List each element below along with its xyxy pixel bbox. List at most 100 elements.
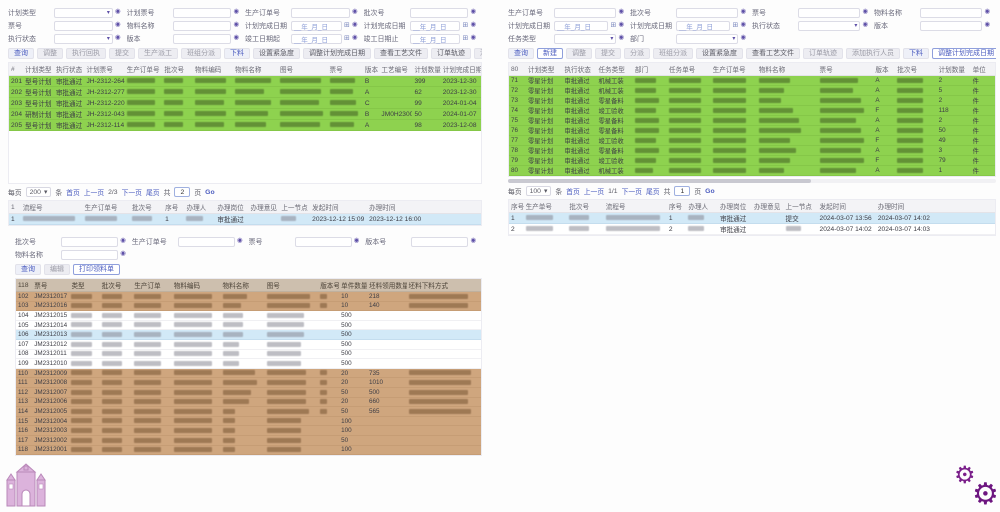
table-row[interactable]: 202 型号计划 审批通过 JH-2312-277 A 62 2023-12-30	[9, 86, 481, 98]
panel-b-tab-调整[interactable]: 调整	[566, 48, 592, 59]
table-row[interactable]: 76 零星计划 审批通过 零星备料 A 50 件	[509, 125, 995, 136]
lookup-icon[interactable]: ◉	[233, 8, 239, 16]
table-row[interactable]: 107 JM2312012 500	[16, 339, 481, 350]
table-row[interactable]: 104 JM2312015 500	[16, 310, 481, 321]
lookup-icon[interactable]: ◉	[351, 8, 358, 16]
chevron-down-icon[interactable]: ▾	[610, 35, 614, 42]
lookup-icon[interactable]: ◉	[470, 237, 476, 245]
lookup-icon[interactable]: ◉	[470, 34, 476, 42]
table-row[interactable]: 118 JM2312001 100	[16, 445, 481, 456]
table-row[interactable]: 106 JM2312013 500	[16, 329, 481, 340]
table-row[interactable]: 111 JM2312008 20 1010	[16, 377, 481, 388]
table-row[interactable]: 80 零星计划 审批通过 机械工装 A 1 件	[509, 165, 995, 176]
计划类型-input[interactable]: ▾	[54, 7, 113, 18]
calendar-icon[interactable]: ⊞	[732, 22, 739, 29]
lookup-icon[interactable]: ◉	[618, 34, 624, 42]
竣工日期起-input[interactable]: __年_月_日	[291, 33, 342, 44]
lookup-icon[interactable]: ◉	[984, 21, 990, 29]
生产订单号-input[interactable]	[291, 7, 350, 18]
panel-c-tab-编辑[interactable]: 编辑	[44, 264, 70, 275]
版本-input[interactable]	[172, 33, 232, 44]
panel-b-next-page-link[interactable]: 下一页	[621, 189, 642, 196]
panel-a-tab-提交[interactable]: 提交	[109, 48, 135, 59]
lookup-icon[interactable]: ◉	[351, 21, 358, 29]
table-row[interactable]: 1 1 审批通过 提交 2024-03-07 13:56 2024-03-07 14:02	[509, 212, 995, 224]
panel-b-last-page-link[interactable]: 尾页	[645, 189, 660, 196]
批次号-input[interactable]	[676, 7, 739, 18]
panel-a-first-page-link[interactable]: 首页	[66, 190, 80, 197]
table-row[interactable]: 73 零星计划 审批通过 零星备料 A 2 件	[509, 95, 995, 106]
lookup-icon[interactable]: ◉	[470, 21, 476, 29]
物料名称-input[interactable]	[61, 249, 119, 260]
per-page-select[interactable]: 100 ▾	[525, 186, 552, 196]
table-row[interactable]: 71 零星计划 审批通过 机械工装 A 2 件	[509, 75, 995, 86]
table-row[interactable]: 113 JM2312006 20 660	[16, 397, 481, 408]
panel-a-tab-查询[interactable]: 查询	[8, 48, 34, 59]
lookup-icon[interactable]: ◉	[233, 21, 239, 29]
table-row[interactable]: 74 零星计划 审批通过 竣工验收 F 118 件	[509, 105, 995, 116]
部门-input[interactable]: ▾	[676, 33, 739, 44]
table-row[interactable]: 115 JM2312004 100	[16, 416, 481, 427]
物料名称-input[interactable]	[172, 20, 232, 31]
table-row[interactable]: 114 JM2312005 50 565	[16, 406, 481, 417]
table-row[interactable]: 102 JM2312017 10 218	[16, 291, 481, 302]
page-number-input[interactable]: 1	[674, 186, 691, 196]
panel-b-prev-page-link[interactable]: 上一页	[583, 189, 605, 196]
table-row[interactable]: 79 零星计划 审批通过 竣工验收 F 79 件	[509, 155, 995, 166]
panel-b-go-button[interactable]: Go	[705, 187, 715, 195]
批次号-input[interactable]	[409, 7, 469, 18]
物料名称-input[interactable]	[920, 7, 983, 18]
panel-b-tab-提交[interactable]: 提交	[595, 48, 621, 59]
table-row[interactable]: 110 JM2312009 20 735	[16, 368, 481, 379]
lookup-icon[interactable]: ◉	[353, 237, 360, 245]
panel-a-go-button[interactable]: Go	[205, 188, 215, 196]
panel-a-tab-执行回执[interactable]: 执行回执	[66, 48, 106, 59]
chevron-down-icon[interactable]: ▾	[106, 9, 110, 16]
calendar-icon[interactable]: ⊞	[610, 22, 617, 29]
lookup-icon[interactable]: ◉	[618, 21, 624, 29]
table-row[interactable]: 105 JM2312014 500	[16, 320, 481, 331]
panel-b-tab-设置紧急度[interactable]: 设置紧急度	[696, 48, 743, 59]
panel-b-tab-新建[interactable]: 新建	[537, 48, 563, 59]
chevron-down-icon[interactable]: ▾	[854, 22, 858, 29]
panel-a-tab-调整[interactable]: 调整	[37, 48, 63, 59]
table-row[interactable]: 112 JM2312007 50 500	[16, 387, 481, 398]
panel-a-tab-订单轨迹[interactable]: 订单轨迹	[431, 48, 471, 59]
per-page-select[interactable]: 200 ▾	[25, 187, 52, 197]
page-number-input[interactable]: 2	[174, 187, 191, 197]
lookup-icon[interactable]: ◉	[862, 8, 868, 16]
table-row[interactable]: 203 型号计划 审批通过 JH-2312-220 C 99 2024-01-04	[9, 97, 481, 109]
chevron-down-icon[interactable]: ▾	[732, 35, 736, 42]
版本-input[interactable]	[920, 20, 983, 31]
table-row[interactable]: 78 零星计划 审批通过 零星备料 A 3 件	[509, 145, 995, 156]
计划票号-input[interactable]	[172, 7, 232, 18]
horizontal-scrollbar[interactable]	[508, 179, 996, 183]
panel-a-tab-添加执行人员[interactable]: 添加执行人员	[474, 48, 482, 59]
panel-c-tab-查询[interactable]: 查询	[15, 264, 41, 275]
lookup-icon[interactable]: ◉	[120, 237, 126, 245]
table-row[interactable]: 1 1 审批通过 2023-12-12 15:09 2023-12-12 16:00	[9, 213, 481, 225]
lookup-icon[interactable]: ◉	[984, 8, 990, 16]
table-row[interactable]: 205 型号计划 审批通过 JH-2312-114 A 98 2023-12-08	[9, 119, 481, 131]
lookup-icon[interactable]: ◉	[618, 8, 624, 16]
table-row[interactable]: 201 型号计划 审批通过 JH-2312-264 B 399 2023-12-30	[9, 75, 481, 87]
panel-b-tab-调整计划完成日期[interactable]: 调整计划完成日期	[932, 48, 996, 59]
执行状态-input[interactable]: ▾	[54, 33, 113, 44]
panel-b-tab-分派[interactable]: 分派	[624, 48, 650, 59]
panel-b-tab-查看工艺文件[interactable]: 查看工艺文件	[746, 48, 800, 59]
panel-a-tab-班组分派[interactable]: 班组分派	[181, 48, 221, 59]
panel-b-tab-订单轨迹[interactable]: 订单轨迹	[803, 48, 843, 59]
lookup-icon[interactable]: ◉	[114, 21, 121, 29]
table-row[interactable]: 109 JM2312010 500	[16, 358, 481, 369]
lookup-icon[interactable]: ◉	[351, 34, 358, 42]
scrollbar-thumb[interactable]	[508, 179, 811, 183]
panel-c-tab-打印领料单[interactable]: 打印领料单	[73, 264, 120, 275]
计划完成日期-input[interactable]: __年_月_日	[554, 20, 609, 31]
任务类型-input[interactable]: ▾	[554, 33, 617, 44]
版本号-input[interactable]	[411, 236, 469, 247]
票号-input[interactable]	[798, 7, 861, 18]
panel-b-tab-下料[interactable]: 下料	[903, 48, 929, 59]
table-row[interactable]: 72 零星计划 审批通过 机械工装 A 5 件	[509, 85, 995, 96]
chevron-down-icon[interactable]: ▾	[106, 35, 110, 42]
table-row[interactable]: 117 JM2312002 50	[16, 435, 481, 446]
